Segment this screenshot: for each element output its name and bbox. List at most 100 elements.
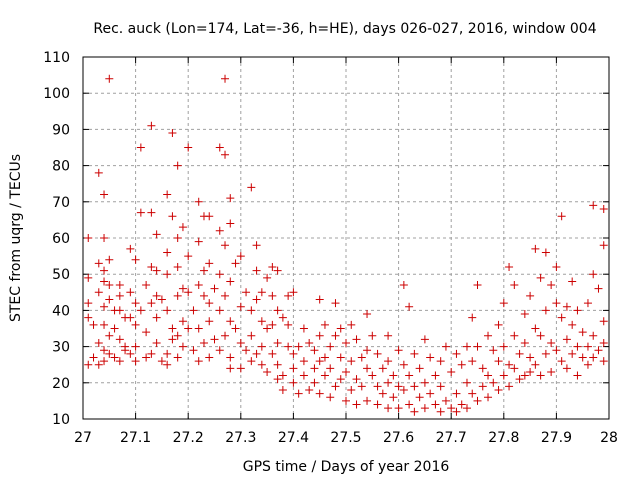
data-point <box>457 400 466 409</box>
data-point <box>489 378 498 387</box>
data-point <box>499 342 508 351</box>
data-point <box>163 349 172 358</box>
data-point <box>541 349 550 358</box>
data-point <box>568 320 577 329</box>
data-point <box>310 378 319 387</box>
data-point <box>373 349 382 358</box>
data-point <box>231 259 240 268</box>
data-point <box>499 299 508 308</box>
data-point <box>594 284 603 293</box>
data-point <box>562 364 571 373</box>
data-point <box>478 382 487 391</box>
data-point <box>100 346 109 355</box>
data-point <box>510 281 519 290</box>
data-point <box>557 212 566 221</box>
data-point <box>468 389 477 398</box>
data-point <box>100 357 109 366</box>
y-tick-labels: 10 20 30 40 50 60 70 80 90 100 110 <box>43 50 70 428</box>
data-point <box>252 295 261 304</box>
data-point <box>252 241 261 250</box>
data-point <box>199 338 208 347</box>
data-point <box>173 262 182 271</box>
data-point <box>257 288 266 297</box>
x-tick-label: 27.3 <box>225 430 256 446</box>
x-tick-label: 27.1 <box>120 430 151 446</box>
data-point <box>236 302 245 311</box>
data-point <box>410 382 419 391</box>
data-point <box>294 342 303 351</box>
data-point <box>331 299 340 308</box>
data-point <box>505 382 514 391</box>
data-point <box>315 389 324 398</box>
grid-lines <box>83 57 609 419</box>
data-point <box>557 313 566 322</box>
data-point <box>115 306 124 315</box>
x-tick-label: 27.5 <box>330 430 361 446</box>
data-point <box>131 255 140 264</box>
data-point <box>194 357 203 366</box>
data-point <box>384 378 393 387</box>
data-point <box>452 407 461 416</box>
data-point <box>526 291 535 300</box>
data-point <box>526 353 535 362</box>
data-point <box>194 237 203 246</box>
data-point <box>484 393 493 402</box>
data-point <box>583 342 592 351</box>
data-point <box>599 241 608 250</box>
data-point <box>263 367 272 376</box>
data-point <box>462 342 471 351</box>
y-tick-label: 40 <box>52 303 70 319</box>
x-tick-label: 27.7 <box>436 430 467 446</box>
data-point <box>131 342 140 351</box>
data-point <box>294 389 303 398</box>
data-point <box>462 378 471 387</box>
data-point <box>199 291 208 300</box>
data-point <box>273 360 282 369</box>
data-point <box>505 262 514 271</box>
data-point <box>100 234 109 242</box>
data-point <box>173 331 182 340</box>
data-point <box>126 349 135 358</box>
data-point <box>236 338 245 347</box>
data-point <box>115 291 124 300</box>
data-point <box>105 255 114 264</box>
data-point <box>573 342 582 351</box>
data-point <box>452 389 461 398</box>
data-point <box>547 367 556 376</box>
data-point <box>363 310 372 319</box>
data-point <box>247 183 256 192</box>
data-point <box>531 244 540 253</box>
data-point <box>573 306 582 315</box>
data-point <box>268 291 277 300</box>
data-point <box>299 371 308 380</box>
y-tick-label: 30 <box>52 340 70 356</box>
data-point <box>215 226 224 235</box>
data-point <box>242 346 251 355</box>
data-point <box>247 357 256 366</box>
data-point <box>510 364 519 373</box>
data-point <box>194 281 203 290</box>
data-point <box>352 400 361 409</box>
data-point <box>515 375 524 384</box>
data-point <box>331 331 340 340</box>
data-point <box>384 357 393 366</box>
data-point <box>273 266 282 275</box>
data-point <box>373 400 382 409</box>
data-point <box>184 324 193 333</box>
data-point <box>305 338 314 347</box>
data-point <box>405 400 414 409</box>
data-point <box>320 320 329 329</box>
data-point <box>284 320 293 329</box>
data-point <box>105 74 114 83</box>
data-point <box>510 331 519 340</box>
data-point <box>420 335 429 344</box>
data-point <box>420 404 429 413</box>
data-point <box>105 349 114 358</box>
x-tick-label: 27.6 <box>383 430 414 446</box>
data-point <box>152 313 161 322</box>
data-point <box>342 367 350 376</box>
data-point <box>231 324 240 333</box>
data-point <box>357 353 366 362</box>
y-tick-label: 20 <box>52 376 70 392</box>
